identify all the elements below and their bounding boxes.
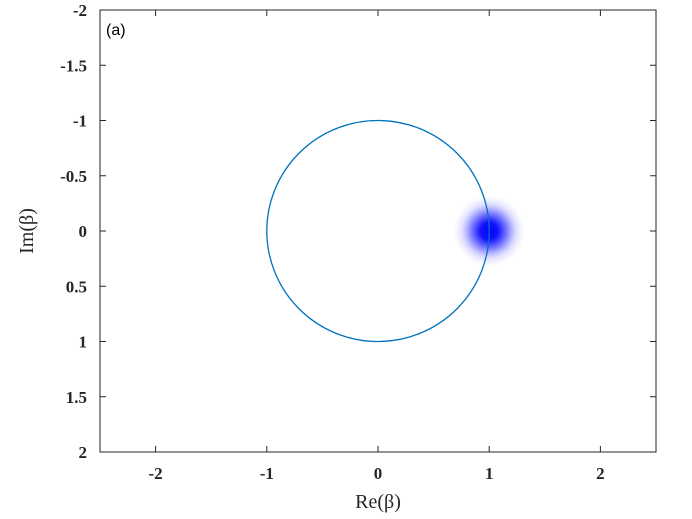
x-tick-label: 0 (374, 464, 383, 483)
y-tick-label: 1.5 (66, 388, 87, 407)
plot-area (100, 10, 656, 452)
y-tick-label: 0 (79, 222, 88, 241)
y-tick-label: -1 (73, 112, 87, 131)
panel-label: (a) (106, 22, 126, 39)
x-tick-label: -1 (260, 464, 274, 483)
y-tick-label: 0.5 (66, 277, 87, 296)
y-tick-label: -1.5 (60, 56, 87, 75)
y-tick-label: 2 (79, 443, 88, 462)
y-tick-label: -0.5 (60, 167, 87, 186)
x-tick-label: 2 (596, 464, 605, 483)
x-tick-label: 1 (485, 464, 494, 483)
y-tick-label: 1 (79, 333, 88, 352)
y-tick-label: -2 (73, 1, 87, 20)
unit-circle (266, 119, 490, 343)
x-axis-label: Re(β) (355, 491, 401, 513)
y-axis-label: Im(β) (16, 208, 38, 254)
x-tick-label: -2 (149, 464, 163, 483)
